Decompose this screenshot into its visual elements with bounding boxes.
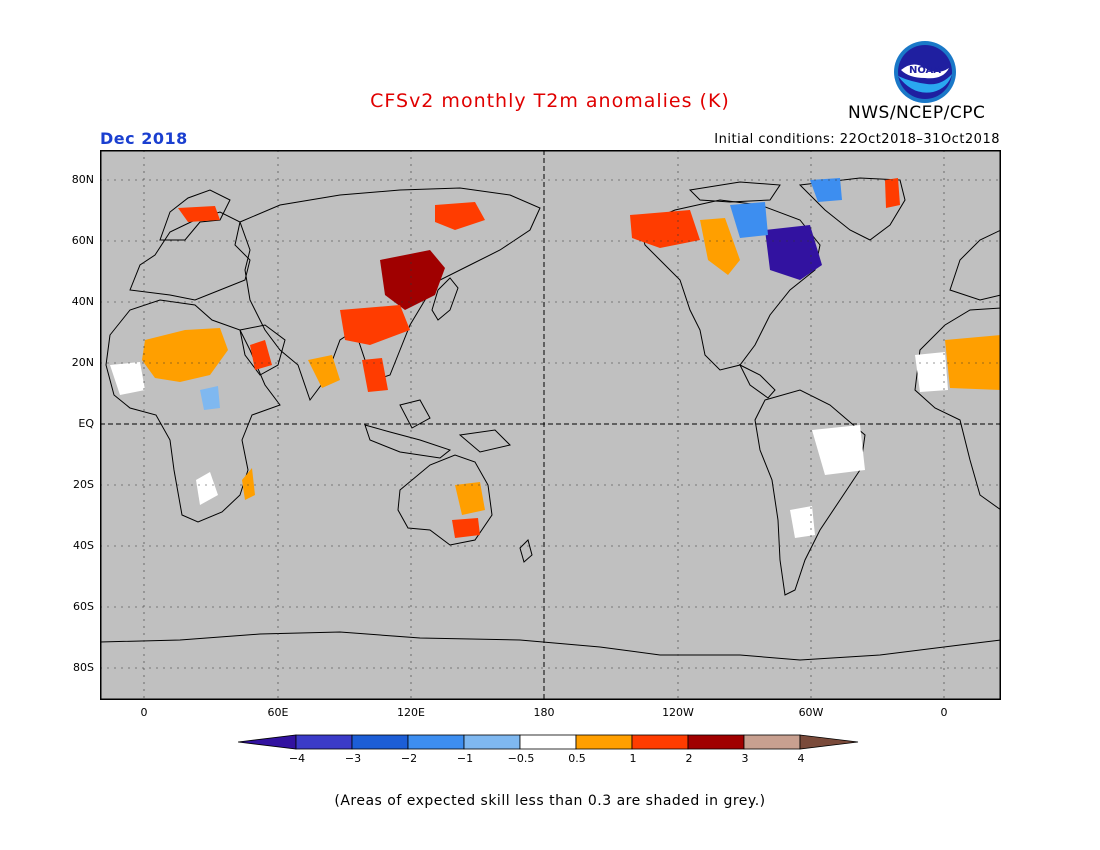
colorbar-swatch-8 <box>687 734 745 750</box>
antarctica-outline <box>100 631 1001 661</box>
map-title: CFSv2 monthly T2m anomalies (K) <box>370 90 730 112</box>
maritime-se-asia-outline <box>364 424 452 459</box>
colorbar-label-neg05: −0.5 <box>507 752 535 765</box>
anomaly-sahara-white <box>110 362 145 395</box>
colorbar-label-neg1: −1 <box>456 752 474 765</box>
lat-label-40n: 40N <box>71 295 94 308</box>
colorbar-label-neg4: −4 <box>288 752 306 765</box>
colorbar-label-neg2: −2 <box>400 752 418 765</box>
lat-label-80n: 80N <box>71 173 94 186</box>
anomaly-patches <box>110 178 1001 538</box>
japan-outline <box>431 277 459 321</box>
colorbar-swatch-1 <box>295 734 353 750</box>
new-guinea-outline <box>458 429 511 453</box>
lat-label-40s: 40S <box>73 539 94 552</box>
colorbar-label-1: 1 <box>629 752 637 765</box>
anomaly-mongolia <box>380 250 445 310</box>
colorbar-swatch-7 <box>631 734 689 750</box>
lat-label-60s: 60S <box>73 600 94 613</box>
anomaly-map <box>100 150 1001 700</box>
anomaly-sahara-wrap-white <box>915 352 948 392</box>
anomaly-greenland-blue <box>810 178 842 202</box>
lon-label-0: 0 <box>140 706 148 719</box>
forecast-month: Dec 2018 <box>100 129 188 148</box>
anomaly-sahara-wrap <box>945 335 1001 390</box>
anomaly-china <box>340 305 410 345</box>
asia-outline <box>239 187 541 402</box>
lon-label-120e: 120E <box>397 706 425 719</box>
colorbar-label-4: 4 <box>797 752 805 765</box>
anomaly-australia-east <box>455 482 485 515</box>
map-frame <box>100 150 1001 700</box>
central-america-outline <box>738 363 776 399</box>
europe-outline <box>129 211 251 301</box>
borneo-outline <box>399 399 431 429</box>
canadian-archipelago-outline <box>688 181 781 203</box>
lat-label-20s: 20S <box>73 478 94 491</box>
colorbar-swatch-2 <box>351 734 409 750</box>
europe-outline-wrap <box>949 229 1001 301</box>
greenland-outline <box>798 177 906 241</box>
colorbar-label-neg3: −3 <box>344 752 362 765</box>
lon-label-0-wrap: 0 <box>940 706 948 719</box>
colorbar-label-3: 3 <box>741 752 749 765</box>
logo-text: NOAA <box>909 65 941 76</box>
colorbar-swatch-3 <box>407 734 465 750</box>
anomaly-se-asia <box>362 358 388 392</box>
anomaly-argentina-white <box>790 506 815 538</box>
coastlines <box>100 177 1001 661</box>
south-america-outline <box>754 389 866 596</box>
colorbar-label-2: 2 <box>685 752 693 765</box>
colorbar-swatch-6 <box>575 734 633 750</box>
lon-label-60w: 60W <box>798 706 824 719</box>
lon-label-60e: 60E <box>267 706 289 719</box>
australia-outline <box>397 454 493 546</box>
scandinavia-outline <box>159 189 231 241</box>
anomaly-western-canada <box>700 218 740 275</box>
anomaly-greenland-red <box>885 178 900 208</box>
new-zealand-outline <box>519 539 533 563</box>
anomaly-ethiopia <box>250 340 272 370</box>
anomaly-brazil-white <box>812 425 865 475</box>
graticule <box>100 150 1001 700</box>
colorbar-swatch-9 <box>743 734 801 750</box>
africa-outline-wrap <box>914 307 1001 511</box>
colorbar-arrow-low <box>238 734 297 750</box>
africa-outline <box>105 299 281 523</box>
anomaly-east-siberia <box>435 202 485 230</box>
arabia-outline <box>239 324 286 376</box>
lat-label-eq: EQ <box>78 417 94 430</box>
lat-label-80s: 80S <box>73 661 94 674</box>
colorbar <box>238 734 859 750</box>
anomaly-hudson-cold <box>765 225 822 280</box>
noaa-logo: NOAA <box>894 41 956 103</box>
ocean-background <box>100 150 1001 700</box>
anomaly-southern-africa-white <box>196 472 218 505</box>
anomaly-scandinavia <box>178 206 220 222</box>
anomaly-sahara <box>142 328 228 382</box>
lat-label-20n: 20N <box>71 356 94 369</box>
initial-conditions: Initial conditions: 22Oct2018–31Oct2018 <box>714 132 1000 147</box>
anomaly-canada-blue <box>730 202 768 238</box>
anomaly-australia-south <box>452 518 480 538</box>
anomaly-alaska <box>630 210 700 248</box>
lon-label-180: 180 <box>533 706 555 719</box>
colorbar-label-05: 0.5 <box>568 752 586 765</box>
anomaly-madagascar <box>242 468 255 500</box>
lat-label-60n: 60N <box>71 234 94 247</box>
skill-note: (Areas of expected skill less than 0.3 a… <box>334 793 766 809</box>
lon-label-120w: 120W <box>662 706 694 719</box>
anomaly-east-africa-blue <box>200 386 220 410</box>
colorbar-arrow-high <box>799 734 859 750</box>
colorbar-swatch-5 <box>519 734 577 750</box>
agency-label: NWS/NCEP/CPC <box>848 103 986 123</box>
colorbar-swatch-4 <box>463 734 521 750</box>
